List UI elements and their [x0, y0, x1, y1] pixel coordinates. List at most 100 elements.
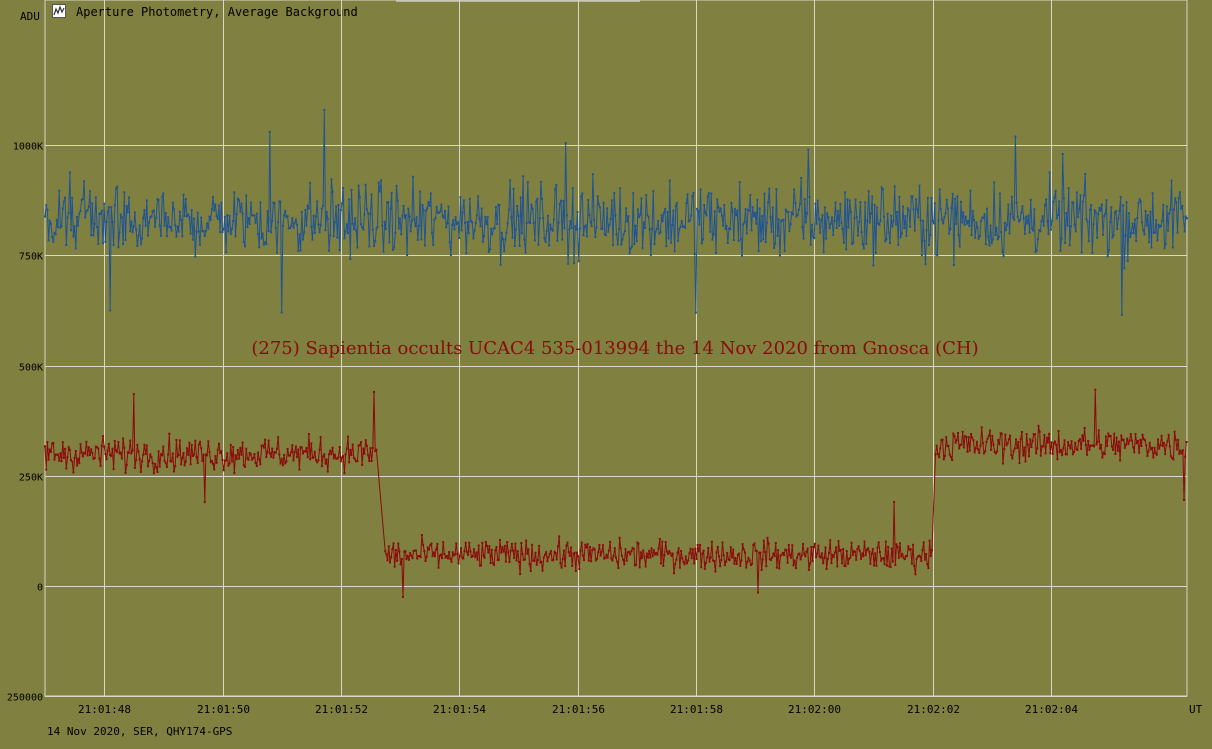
data-point — [868, 550, 871, 553]
data-point — [1100, 443, 1103, 446]
data-point — [1183, 230, 1186, 233]
data-point — [125, 463, 128, 466]
data-point — [650, 547, 653, 550]
data-point — [629, 247, 632, 250]
data-point — [138, 224, 141, 227]
tab-strip[interactable] — [396, 0, 640, 2]
data-point — [1018, 220, 1020, 223]
data-point — [654, 230, 657, 233]
data-point — [612, 554, 615, 557]
data-point — [71, 196, 74, 199]
data-point — [775, 566, 778, 569]
data-point — [714, 570, 717, 573]
data-point — [168, 226, 171, 229]
data-point — [865, 548, 868, 551]
data-point — [880, 186, 883, 189]
data-point — [836, 565, 839, 568]
data-point — [850, 541, 853, 544]
data-point — [825, 568, 828, 570]
data-point — [860, 557, 862, 560]
data-point — [472, 237, 475, 240]
data-point — [829, 539, 832, 542]
data-point — [161, 195, 164, 198]
data-point — [1159, 444, 1162, 446]
data-point — [312, 456, 315, 459]
data-point — [49, 450, 52, 453]
data-point — [168, 432, 171, 435]
data-point — [609, 218, 612, 221]
data-point — [139, 243, 142, 246]
data-point — [399, 563, 402, 566]
data-point — [910, 562, 913, 565]
data-point — [117, 246, 120, 249]
data-point — [251, 214, 254, 217]
data-point — [776, 234, 779, 237]
data-point — [878, 551, 881, 553]
data-point — [509, 179, 512, 182]
chart-app-icon[interactable] — [52, 4, 66, 18]
data-point — [660, 562, 662, 565]
data-point — [302, 452, 304, 455]
data-point — [519, 573, 522, 576]
data-point — [948, 453, 951, 456]
data-point — [232, 219, 235, 222]
data-point — [464, 222, 467, 224]
data-point — [317, 223, 320, 226]
data-point — [600, 227, 603, 230]
data-point — [335, 457, 338, 460]
data-point — [557, 221, 560, 224]
data-point — [305, 447, 308, 449]
data-point — [1168, 212, 1171, 215]
data-point — [528, 221, 530, 224]
data-point — [1151, 446, 1154, 449]
data-point — [576, 211, 579, 213]
data-point — [672, 209, 675, 212]
data-point — [1149, 448, 1152, 451]
data-point — [800, 554, 803, 557]
data-point — [478, 564, 481, 567]
data-point — [170, 229, 173, 232]
data-point — [427, 201, 430, 204]
data-point — [97, 242, 100, 245]
data-point — [1134, 433, 1137, 436]
data-point — [468, 541, 471, 544]
data-point — [106, 449, 109, 452]
data-point — [713, 210, 716, 213]
data-point — [1018, 462, 1021, 464]
data-point — [726, 551, 729, 554]
data-point — [1086, 220, 1089, 223]
data-point — [855, 558, 858, 561]
data-point — [55, 218, 58, 221]
data-point — [789, 223, 792, 226]
data-point — [338, 446, 341, 448]
data-point — [631, 245, 633, 248]
data-point — [831, 554, 834, 556]
data-point — [988, 244, 991, 247]
data-point — [592, 547, 595, 550]
data-point — [234, 454, 237, 457]
data-point — [573, 262, 575, 265]
data-point — [702, 549, 705, 552]
data-point — [838, 224, 841, 227]
data-point — [128, 196, 130, 199]
data-point — [385, 553, 388, 556]
data-point — [561, 558, 564, 561]
data-point — [442, 541, 445, 544]
data-point — [728, 227, 730, 230]
data-point — [494, 549, 497, 552]
data-point — [1105, 199, 1108, 202]
data-point — [812, 235, 814, 238]
data-point — [742, 548, 745, 551]
data-point — [1028, 231, 1031, 234]
data-point — [386, 559, 389, 562]
data-point — [919, 219, 922, 222]
data-point — [802, 542, 804, 545]
data-point — [480, 564, 483, 567]
data-point — [148, 221, 151, 224]
data-point — [644, 227, 646, 229]
data-point — [261, 232, 264, 235]
data-point — [591, 173, 594, 176]
data-point — [1137, 202, 1140, 205]
data-point — [358, 196, 361, 199]
data-point — [538, 544, 541, 547]
